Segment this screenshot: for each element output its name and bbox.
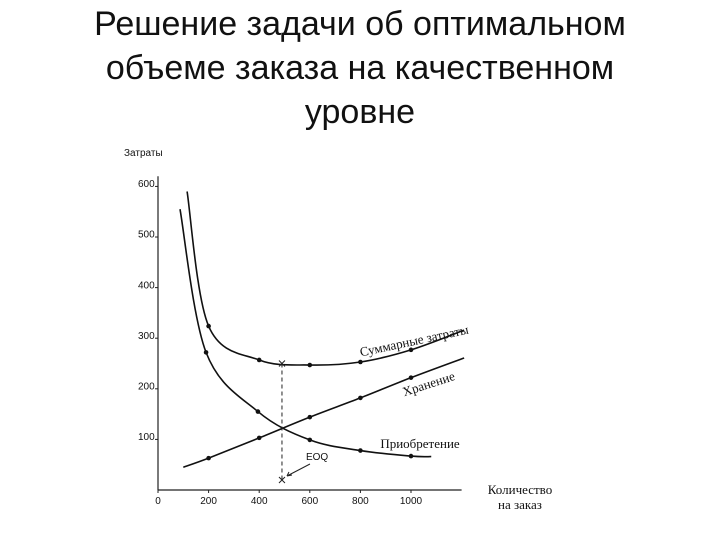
- y-axis-label: Затраты: [124, 148, 163, 159]
- y-tick-label: 400: [138, 280, 155, 291]
- data-point: [358, 359, 363, 365]
- y-tick-label: 500: [138, 230, 155, 241]
- slide-title: Решение задачи об оптимальном объеме зак…: [94, 5, 626, 131]
- data-point: [255, 409, 261, 414]
- x-tick-label: 200: [200, 496, 217, 507]
- x-tick-label: 600: [301, 496, 318, 507]
- y-tick-label: 600: [138, 179, 155, 190]
- data-point: [358, 395, 363, 401]
- data-point: [307, 414, 313, 420]
- series-label: Приобретение: [380, 436, 460, 451]
- data-point: [256, 357, 262, 363]
- data-point: [206, 323, 211, 329]
- data-point: [307, 362, 313, 368]
- data-point: [408, 453, 414, 459]
- data-point: [307, 437, 313, 443]
- y-tick-label: 300: [138, 331, 155, 342]
- y-tick-label: 200: [138, 381, 155, 392]
- x-tick-label: 1000: [400, 496, 423, 507]
- x-axis-label: Количество на заказ: [488, 482, 552, 512]
- data-point: [256, 435, 262, 441]
- y-tick-label: 100: [138, 432, 155, 443]
- data-point: [408, 347, 414, 353]
- eoq-arrow: [286, 463, 311, 477]
- series-label: Суммарные затраты: [358, 322, 470, 360]
- eoq-label: EOQ: [306, 452, 328, 463]
- data-point: [358, 448, 363, 453]
- x-tick-label: 400: [251, 496, 268, 507]
- series-label: Хранение: [401, 368, 457, 399]
- data-point: [206, 455, 211, 461]
- data-point: [203, 350, 209, 355]
- data-point: [408, 375, 414, 380]
- x-tick-label: 0: [155, 496, 161, 507]
- x-tick-label: 800: [352, 496, 369, 507]
- eoq-cross: [278, 476, 286, 484]
- eoq-cross: [278, 360, 286, 367]
